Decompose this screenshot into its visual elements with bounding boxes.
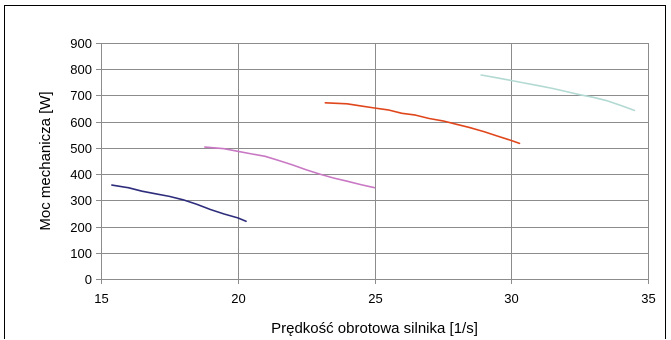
- x-axis-title: Prędkość obrotowa silnika [1/s]: [271, 320, 478, 337]
- y-tick-label: 400: [70, 167, 92, 182]
- y-tick-label: 200: [70, 220, 92, 235]
- y-tick-label: 600: [70, 115, 92, 130]
- y-tick-label: 500: [70, 141, 92, 156]
- y-tick-label: 0: [85, 272, 92, 287]
- series-line-3: [324, 102, 521, 145]
- y-tick-label: 700: [70, 88, 92, 103]
- y-axis-title: Moc mechanicza [W]: [37, 91, 54, 230]
- y-tick-label: 900: [70, 36, 92, 51]
- x-tick-label: 35: [641, 291, 655, 306]
- axes: [96, 43, 649, 284]
- x-tick-labels: 15 20 25 30 35: [94, 291, 655, 306]
- x-tick-label: 20: [231, 291, 245, 306]
- x-tick-label: 30: [504, 291, 518, 306]
- series-line-2: [204, 146, 376, 189]
- grid: [101, 43, 649, 280]
- chart-frame: [4, 5, 666, 339]
- x-tick-label: 25: [368, 291, 382, 306]
- y-tick-label: 100: [70, 246, 92, 261]
- series-line-4: [480, 74, 636, 112]
- x-tick-label: 15: [94, 291, 108, 306]
- y-tick-label: 300: [70, 193, 92, 208]
- y-tick-labels: 0 100 200 300 400 500 600 700 800 900: [70, 36, 92, 287]
- series: [111, 74, 636, 223]
- y-tick-label: 800: [70, 62, 92, 77]
- series-line-1: [111, 184, 247, 223]
